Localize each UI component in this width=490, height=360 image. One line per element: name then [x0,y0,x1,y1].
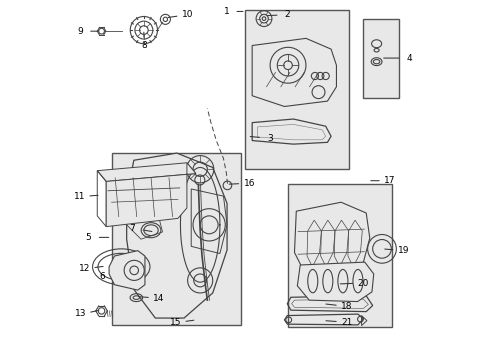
Text: 9: 9 [77,27,83,36]
Polygon shape [294,202,370,276]
Text: 20: 20 [358,279,369,288]
Polygon shape [126,153,227,318]
Bar [288,184,392,327]
Text: 10: 10 [182,10,193,19]
Bar [112,153,242,325]
Text: 11: 11 [74,192,85,201]
Text: 16: 16 [244,179,255,188]
Bar [245,10,349,169]
Polygon shape [106,163,196,226]
Text: 18: 18 [341,302,352,311]
Text: 12: 12 [79,264,90,273]
Polygon shape [109,251,145,290]
Text: 4: 4 [407,54,413,63]
Text: 2: 2 [285,10,291,19]
Polygon shape [97,163,196,181]
Text: 15: 15 [170,318,181,327]
Text: 3: 3 [267,134,273,143]
Text: 19: 19 [398,246,409,255]
Text: 6: 6 [100,272,105,281]
Text: 13: 13 [74,309,86,318]
Text: 1: 1 [223,7,229,16]
Text: 14: 14 [153,293,165,302]
Polygon shape [252,39,337,107]
Text: 7: 7 [130,224,135,233]
Text: 17: 17 [384,176,395,185]
Text: 8: 8 [141,41,147,50]
Text: 5: 5 [86,233,92,242]
Polygon shape [297,262,374,302]
Bar [364,19,399,98]
Text: 21: 21 [341,318,352,327]
